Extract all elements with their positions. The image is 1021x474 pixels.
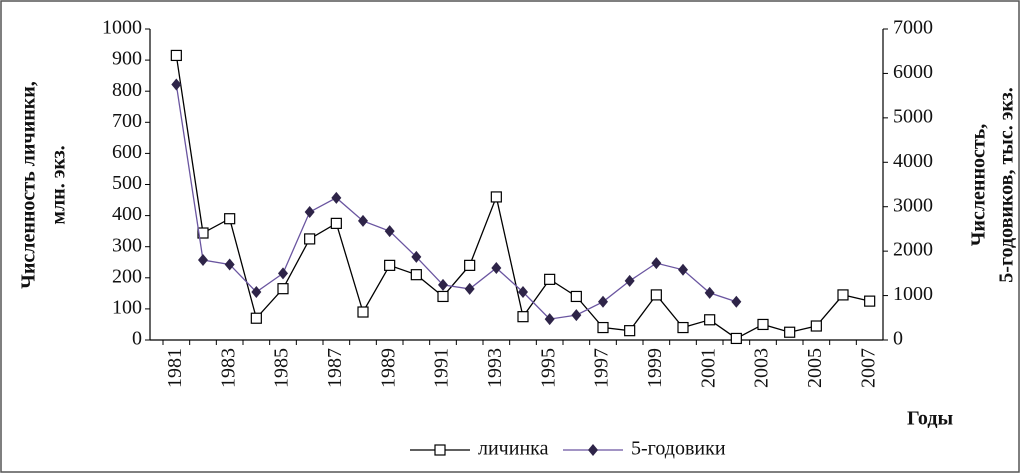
point — [570, 290, 582, 303]
y-tick-label: 700 — [112, 110, 142, 132]
y2-axis-label-line: 5-годовиков, тыс. экз. — [996, 87, 1018, 282]
x-tick-label: 1987 — [324, 348, 346, 388]
point — [518, 286, 528, 299]
x-tick-label: 2003 — [751, 348, 773, 388]
point — [250, 312, 262, 324]
series-line — [175, 84, 737, 320]
legend-label: 5-годовики — [631, 438, 726, 460]
y-tick-label: 400 — [112, 203, 142, 225]
y2-axis-label-line: Численность, — [968, 124, 990, 247]
y-axis-label-line: Численность личинки, — [18, 81, 40, 289]
point — [170, 49, 182, 62]
x-tick-label: 1991 — [431, 348, 453, 388]
point — [624, 274, 635, 287]
x-tick-label: 1999 — [644, 348, 666, 388]
x-tick-label: 1985 — [271, 348, 293, 388]
y2-tick-label: 7000 — [893, 17, 933, 39]
x-tick-label: 1981 — [164, 348, 186, 388]
y2-tick-label: 1000 — [893, 283, 933, 305]
point — [304, 206, 315, 219]
legend-item: 5-годовики — [563, 438, 726, 460]
legend-marker — [588, 444, 598, 456]
x-tick-label: 2001 — [697, 348, 719, 388]
point — [384, 259, 396, 271]
y-tick-label: 200 — [112, 265, 142, 287]
point — [597, 321, 609, 334]
x-tick-label: 2005 — [804, 348, 826, 388]
point — [197, 227, 209, 239]
point — [437, 290, 449, 303]
y2-tick-label: 0 — [893, 328, 903, 350]
point — [704, 286, 715, 299]
point — [384, 225, 395, 238]
point — [331, 191, 342, 204]
point — [650, 289, 662, 301]
point — [731, 295, 742, 308]
legend-item: личинка — [410, 438, 549, 460]
point — [464, 259, 476, 271]
point — [438, 278, 448, 291]
point — [757, 318, 769, 331]
y-tick-label: 100 — [112, 296, 142, 318]
y-tick-label: 900 — [112, 48, 142, 70]
y-tick-label: 300 — [112, 234, 142, 256]
point — [730, 332, 742, 345]
point — [837, 289, 849, 301]
point — [278, 267, 288, 280]
point — [224, 258, 235, 271]
x-tick-label: 1989 — [377, 348, 399, 388]
point — [491, 262, 502, 275]
point — [544, 313, 555, 326]
y2-tick-label: 6000 — [893, 61, 933, 83]
x-tick-label: 1983 — [217, 348, 239, 388]
point — [677, 321, 689, 334]
x-tick-label: 1993 — [484, 348, 506, 388]
point — [544, 273, 556, 285]
point — [864, 295, 876, 307]
x-tick-label: 1995 — [537, 348, 559, 388]
point — [171, 78, 182, 91]
y-tick-label: 800 — [112, 79, 142, 101]
y2-tick-label: 2000 — [893, 239, 933, 261]
point — [330, 217, 342, 229]
point — [358, 214, 368, 227]
point — [784, 326, 796, 338]
point — [651, 257, 662, 270]
y-tick-label: 600 — [112, 141, 142, 163]
point — [810, 320, 822, 332]
y2-tick-label: 4000 — [893, 150, 933, 172]
point — [198, 254, 208, 267]
point — [224, 213, 236, 225]
point — [490, 191, 502, 203]
point — [624, 325, 636, 337]
legend-marker — [434, 444, 446, 456]
x-axis-label: Годы — [907, 408, 954, 430]
point — [411, 250, 422, 263]
point — [357, 306, 369, 318]
point — [251, 286, 262, 299]
y2-axis-label: Численность, 5-годовиков, тыс. экз. — [968, 87, 1018, 282]
point — [410, 269, 422, 281]
point — [598, 295, 608, 308]
point — [571, 309, 582, 322]
point — [277, 283, 289, 295]
point — [304, 233, 316, 245]
y-tick-label: 500 — [112, 172, 142, 194]
y-tick-label: 0 — [132, 328, 142, 350]
point — [517, 311, 529, 323]
y-tick-label: 1000 — [102, 17, 142, 39]
point — [464, 282, 475, 295]
point — [678, 263, 688, 276]
y-axis-label: Численность личинки, млн. экз. — [18, 81, 70, 289]
point — [704, 314, 716, 326]
y2-tick-label: 3000 — [893, 194, 933, 216]
x-tick-label: 2007 — [857, 348, 879, 388]
legend-label: личинка — [478, 438, 549, 460]
x-tick-label: 1997 — [591, 348, 613, 388]
y2-tick-label: 5000 — [893, 105, 933, 127]
y-axis-label-line: млн. экз. — [48, 145, 70, 224]
